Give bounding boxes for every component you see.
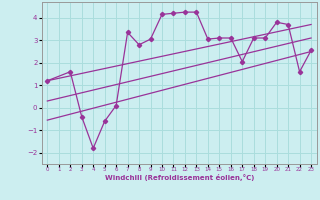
X-axis label: Windchill (Refroidissement éolien,°C): Windchill (Refroidissement éolien,°C) <box>105 174 254 181</box>
